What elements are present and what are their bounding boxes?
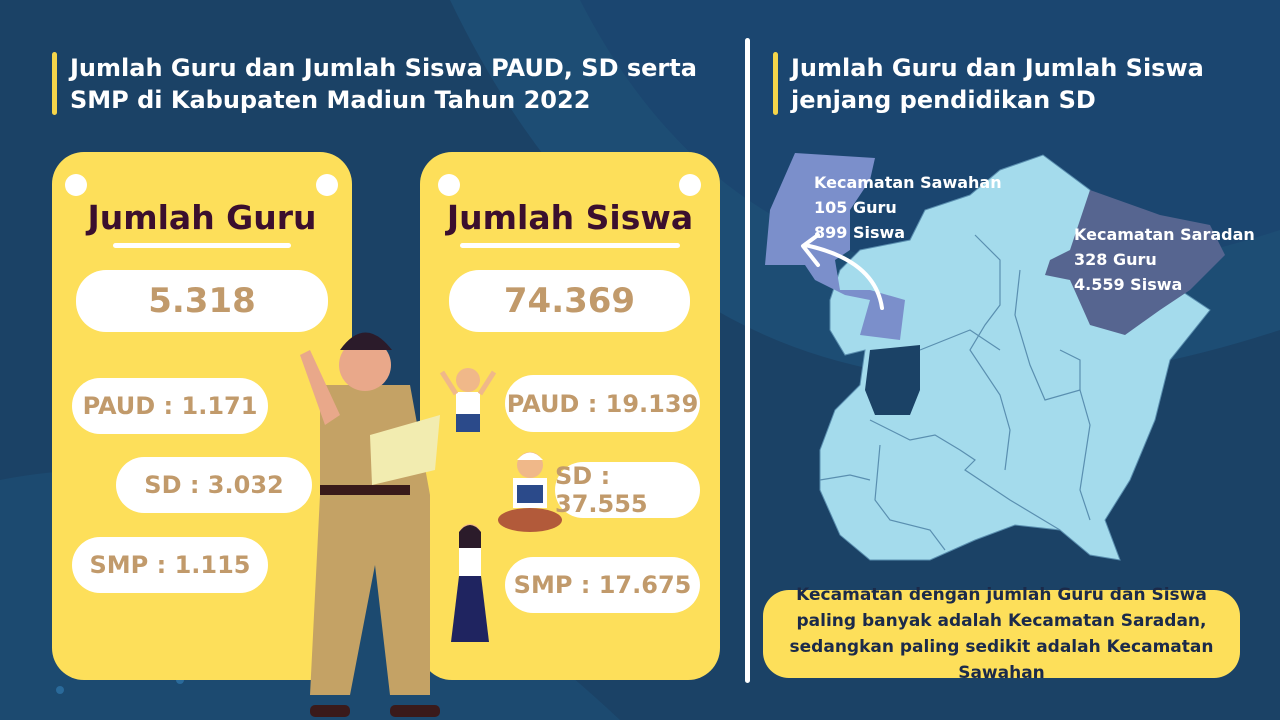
sawahan-guru: 105 Guru	[814, 198, 897, 217]
map-district-sawahan	[765, 153, 905, 340]
card-hole	[65, 174, 87, 196]
sawahan-siswa: 899 Siswa	[814, 223, 906, 242]
guru-card: Jumlah Guru 5.318 PAUD : 1.171 SD : 3.03…	[52, 152, 352, 680]
sawahan-label: Kecamatan Sawahan 105 Guru 899 Siswa	[814, 170, 1002, 245]
siswa-total: 74.369	[449, 270, 690, 332]
saradan-name: Kecamatan Saradan	[1074, 225, 1255, 244]
summary-note: Kecamatan dengan jumlah Guru dan Siswa p…	[763, 585, 1240, 683]
siswa-smp: SMP : 17.675	[505, 557, 700, 613]
student-girl-illustration	[451, 524, 489, 642]
title-underline	[113, 243, 291, 248]
map-enclave	[865, 345, 920, 415]
madiun-map	[765, 153, 1225, 561]
saradan-label: Kecamatan Saradan 328 Guru 4.559 Siswa	[1074, 222, 1255, 297]
map-district-borders	[819, 234, 1091, 551]
left-title: Jumlah Guru dan Jumlah Siswa PAUD, SD se…	[70, 54, 697, 114]
card-hole	[438, 174, 460, 196]
student-reading-illustration	[498, 452, 562, 532]
right-title: Jumlah Guru dan Jumlah Siswa jenjang pen…	[791, 54, 1204, 114]
title-accent-bar	[773, 52, 778, 115]
teacher-illustration	[300, 332, 440, 717]
saradan-guru: 328 Guru	[1074, 250, 1157, 269]
student-boy-illustration	[439, 368, 497, 432]
card-hole	[679, 174, 701, 196]
arrow-head-icon	[801, 233, 820, 267]
title-accent-bar	[52, 52, 57, 115]
guru-sd: SD : 3.032	[116, 457, 312, 513]
arrow-icon	[803, 243, 884, 310]
guru-paud: PAUD : 1.171	[72, 378, 268, 434]
guru-card-title: Jumlah Guru	[87, 198, 317, 237]
card-hole	[316, 174, 338, 196]
siswa-paud: PAUD : 19.139	[505, 375, 700, 432]
siswa-card-title: Jumlah Siswa	[446, 198, 694, 237]
saradan-siswa: 4.559 Siswa	[1074, 275, 1183, 294]
guru-total: 5.318	[76, 270, 328, 332]
map-district-saradan	[1045, 190, 1225, 335]
guru-smp: SMP : 1.115	[72, 537, 268, 593]
siswa-sd: SD : 37.555	[555, 462, 700, 518]
sawahan-name: Kecamatan Sawahan	[814, 173, 1002, 192]
title-underline	[460, 243, 680, 248]
vertical-divider	[745, 38, 750, 683]
